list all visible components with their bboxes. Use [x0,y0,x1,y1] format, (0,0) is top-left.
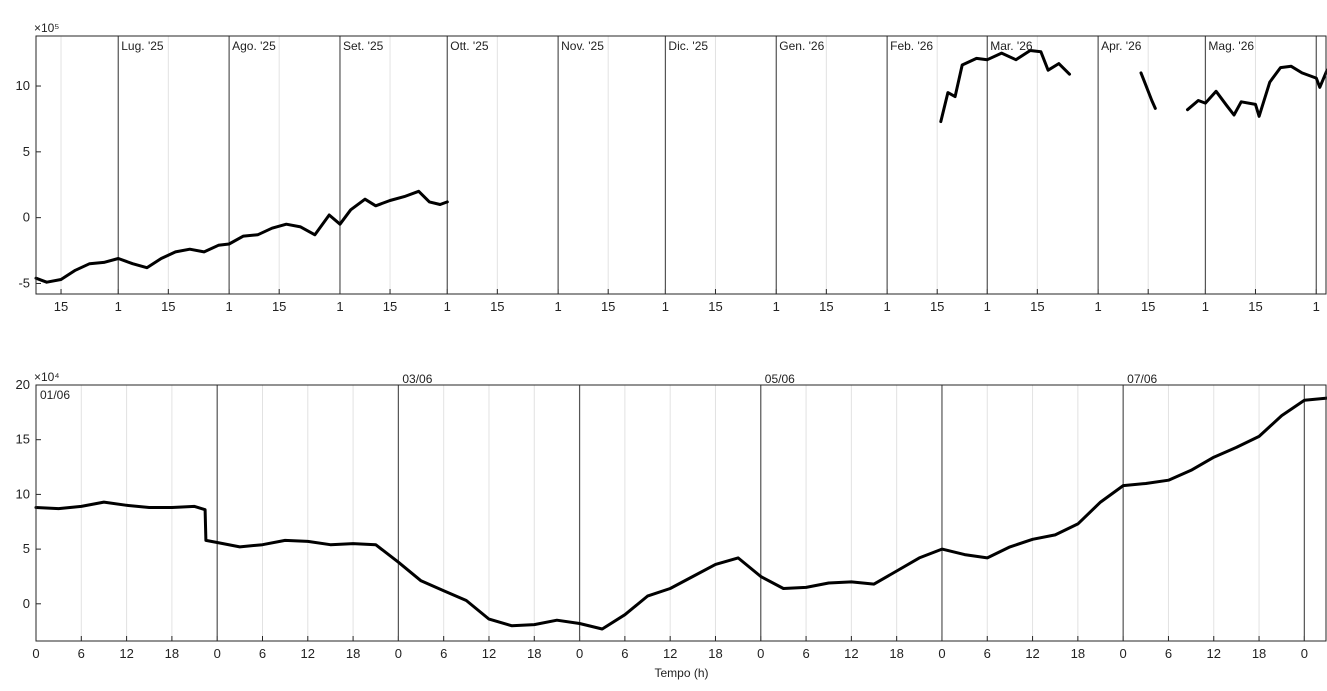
x-tick-label: 15 [708,299,722,314]
x-tick-label: 6 [440,646,447,661]
y-tick-label: 0 [23,596,30,611]
y-tick-label: 15 [16,432,30,447]
x-tick-label: 15 [1030,299,1044,314]
top-chart-exponent-label: ×10⁵ [34,21,59,35]
x-tick-label: 0 [576,646,583,661]
x-tick-label: 1 [1095,299,1102,314]
bottom-chart-series [34,396,1327,631]
data-series-line [34,396,1327,631]
y-tick-label: 5 [23,541,30,556]
x-tick-label: 6 [621,646,628,661]
x-tick-label: 15 [819,299,833,314]
y-tick-label: 20 [16,377,30,392]
x-tick-label: 12 [1207,646,1221,661]
x-tick-label: 1 [555,299,562,314]
data-series-line [1139,71,1157,110]
month-label: Nov. '25 [561,39,604,53]
x-tick-label: 15 [383,299,397,314]
x-tick-label: 1 [884,299,891,314]
x-tick-label: 1 [336,299,343,314]
x-tick-label: 1 [984,299,991,314]
x-tick-label: 1 [1313,299,1320,314]
x-tick-label: 12 [482,646,496,661]
x-tick-label: 18 [1071,646,1085,661]
x-tick-label: 1 [225,299,232,314]
month-label: Mag. '26 [1208,39,1254,53]
x-tick-label: 0 [214,646,221,661]
x-tick-label: 15 [490,299,504,314]
x-tick-label: 12 [844,646,858,661]
x-tick-label: 15 [601,299,615,314]
month-label: Apr. '26 [1101,39,1142,53]
data-series-line [34,189,449,284]
y-tick-label: 5 [23,144,30,159]
top-chart-series [34,49,1327,284]
x-tick-label: 0 [395,646,402,661]
x-tick-label: 15 [930,299,944,314]
bottom-chart-labels: 0 5 10 15 20 0 6 12 18 0 6 12 18 0 6 12 18 0 6 12 18 0 6 12 18 0 6… [16,372,1308,661]
x-tick-label: 6 [984,646,991,661]
x-tick-label: 6 [802,646,809,661]
x-tick-label: 15 [161,299,175,314]
x-tick-label: 0 [757,646,764,661]
bottom-chart-frame [35,384,1327,642]
x-tick-label: 1 [773,299,780,314]
bottom-chart-panel: 0 5 10 15 20 0 6 12 18 0 6 12 18 0 6 12 18 0 6 12 18 0 6 12 18 0 6… [16,370,1327,680]
month-label: Ago. '25 [232,39,276,53]
day-label: 07/06 [1127,372,1157,386]
x-tick-label: 18 [527,646,541,661]
x-tick-label: 6 [1165,646,1172,661]
x-tick-label: 1 [115,299,122,314]
x-tick-label: 0 [1301,646,1308,661]
x-tick-label: 1 [662,299,669,314]
x-tick-label: 18 [1252,646,1266,661]
y-tick-label: -5 [18,275,30,290]
x-tick-label: 15 [54,299,68,314]
y-tick-label: 10 [16,78,30,93]
x-tick-label: 15 [272,299,286,314]
day-label: 03/06 [402,372,432,386]
bottom-chart-grid [35,384,1305,641]
bottom-chart-exponent-label: ×10⁴ [34,370,60,384]
month-label: Set. '25 [343,39,384,53]
x-tick-label: 6 [78,646,85,661]
x-tick-label: 12 [119,646,133,661]
x-tick-label: 15 [1248,299,1262,314]
x-tick-label: 12 [663,646,677,661]
month-label: Gen. '26 [779,39,824,53]
x-tick-label: 1 [1202,299,1209,314]
x-tick-label: 0 [938,646,945,661]
x-tick-label: 15 [1141,299,1155,314]
x-tick-label: 18 [708,646,722,661]
y-tick-label: 10 [16,486,30,501]
x-tick-label: 18 [889,646,903,661]
y-tick-label: 0 [23,210,30,225]
top-chart-grid [36,36,1317,294]
data-series-line [939,49,1071,124]
month-label: Dic. '25 [668,39,708,53]
x-tick-label: 6 [259,646,266,661]
x-tick-label: 12 [301,646,315,661]
day-label: 01/06 [40,388,70,402]
top-chart-panel: -5 0 5 10 15 1 15 1 15 1 15 1 15 1 15 1 15 1 15 1 15 1 15 1 15 1 1… [16,21,1327,314]
x-tick-label: 1 [444,299,451,314]
month-label: Lug. '25 [121,39,164,53]
x-tick-label: 0 [32,646,39,661]
x-tick-label: 12 [1025,646,1039,661]
x-axis-title: Tempo (h) [654,666,708,680]
top-chart-labels: -5 0 5 10 15 1 15 1 15 1 15 1 15 1 15 1 15 1 15 1 15 1 15 1 15 1 1… [16,39,1320,314]
month-label: Mar. '26 [990,39,1033,53]
day-label: 05/06 [765,372,795,386]
month-label: Feb. '26 [890,39,933,53]
x-tick-label: 18 [165,646,179,661]
top-chart-frame [35,35,1327,295]
x-tick-label: 18 [346,646,360,661]
month-label: Ott. '25 [450,39,489,53]
data-series-line [1186,64,1327,118]
x-tick-label: 0 [1120,646,1127,661]
